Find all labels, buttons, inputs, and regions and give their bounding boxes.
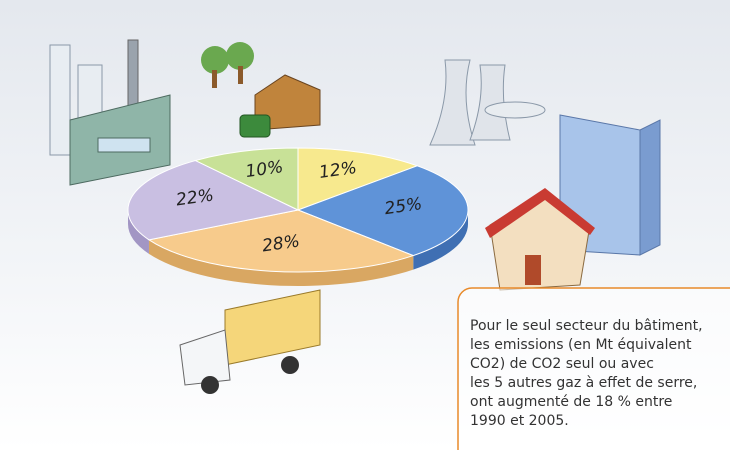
note-line: les 5 autres gaz à effet de serre, bbox=[470, 375, 697, 391]
infographic: 12%25%28%22%10% Pour le seul secteur du … bbox=[0, 0, 730, 450]
pie-chart: 12%25%28%22%10% bbox=[128, 148, 468, 286]
note-line: CO2) de CO2 seul ou avec bbox=[470, 356, 654, 372]
note-line: les emissions (en Mt équivalent bbox=[470, 337, 692, 353]
note-line: ont augmenté de 18 % entre bbox=[470, 394, 672, 410]
note-line: Pour le seul secteur du bâtiment, bbox=[470, 318, 703, 334]
note-line: 1990 et 2005. bbox=[470, 413, 569, 429]
